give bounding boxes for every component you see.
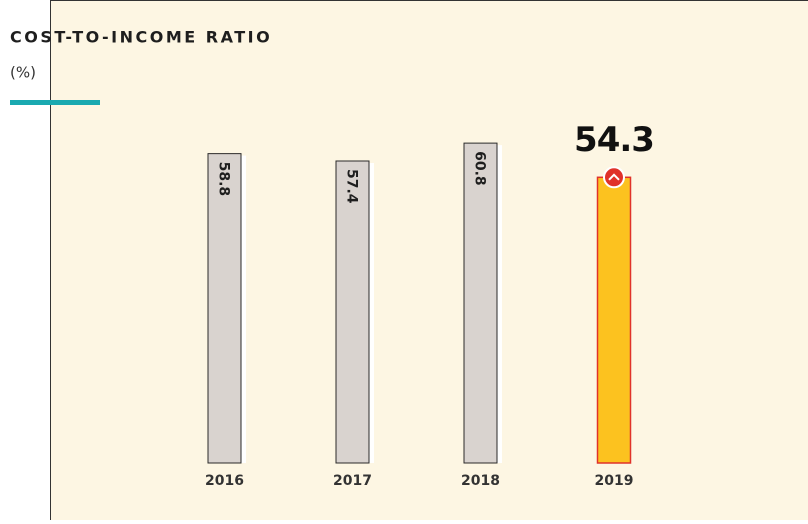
- value-label: 60.8: [472, 151, 488, 186]
- x-tick-label: 2019: [595, 473, 634, 489]
- panel: [50, 0, 808, 520]
- value-label: 54.3: [574, 120, 654, 160]
- chart-title: COST-TO-INCOME RATIO: [10, 28, 272, 47]
- bar: [463, 142, 498, 464]
- bar-shadow: [369, 162, 374, 463]
- x-tick-label: 2018: [461, 473, 500, 489]
- accent-line: [10, 100, 100, 105]
- up-icon: [603, 166, 625, 189]
- bar-shadow: [497, 145, 502, 464]
- bar: [596, 176, 632, 464]
- value-label: 58.8: [216, 162, 232, 197]
- x-tick-label: 2017: [333, 473, 372, 489]
- bar: [207, 153, 242, 464]
- chart-subtitle: (%): [10, 64, 36, 82]
- value-label: 57.4: [344, 169, 360, 204]
- up-icon-chevron: [608, 173, 620, 181]
- bar: [335, 160, 370, 464]
- bar-shadow: [241, 155, 246, 463]
- x-tick-label: 2016: [205, 473, 244, 489]
